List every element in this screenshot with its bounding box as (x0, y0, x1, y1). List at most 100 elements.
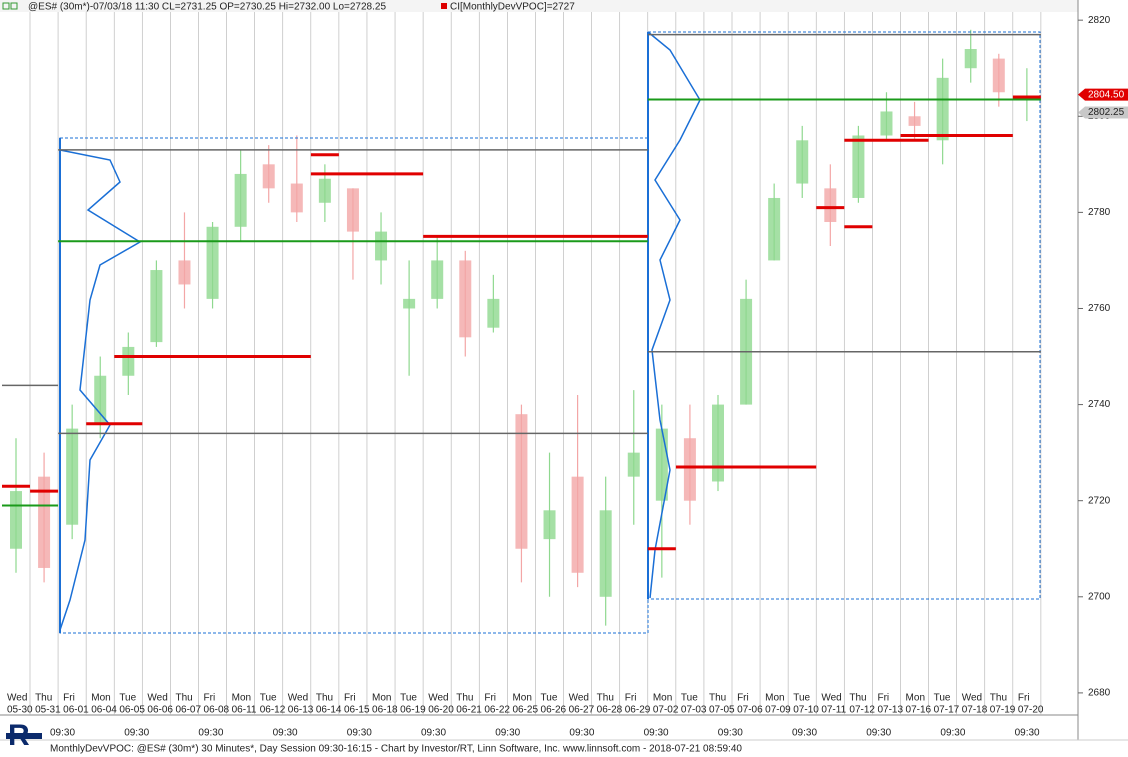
candle-body (234, 173, 247, 227)
day-label: Mon (91, 693, 110, 704)
price-tag (1078, 88, 1128, 101)
day-label: Fri (625, 693, 637, 704)
date-label: 06-07 (175, 705, 201, 716)
date-label: 06-21 (456, 705, 482, 716)
day-label: Thu (35, 693, 52, 704)
day-label: Wed (962, 693, 982, 704)
day-label: Tue (934, 693, 951, 704)
candle-body (936, 77, 949, 141)
candle-body (627, 452, 640, 477)
day-label: Mon (512, 693, 531, 704)
time-label: 09:30 (347, 728, 372, 739)
date-label: 06-25 (512, 705, 538, 716)
icon (2, 2, 10, 10)
icon (441, 3, 447, 9)
candle-body (290, 183, 303, 213)
day-label: Thu (990, 693, 1007, 704)
date-label: 06-20 (428, 705, 454, 716)
price-tag-label: 2802.25 (1088, 107, 1125, 118)
icon (10, 2, 18, 10)
time-label: 09:30 (124, 728, 149, 739)
candle-body (10, 491, 22, 549)
day-label: Fri (484, 693, 496, 704)
day-label: Thu (709, 693, 726, 704)
time-label: 09:30 (866, 728, 891, 739)
candle-body (964, 49, 977, 69)
date-label: 06-18 (372, 705, 398, 716)
day-label: Tue (260, 693, 277, 704)
candle-body (852, 135, 865, 198)
date-label: 06-26 (541, 705, 567, 716)
date-label: 05-30 (7, 705, 33, 716)
day-label: Thu (597, 693, 614, 704)
day-label: Thu (175, 693, 192, 704)
candle-body (487, 298, 500, 328)
date-label: 07-12 (849, 705, 875, 716)
date-label: 06-15 (344, 705, 370, 716)
y-tick-label: 2760 (1088, 303, 1111, 314)
day-label: Wed (428, 693, 448, 704)
candle-body (768, 197, 781, 261)
range-box (647, 31, 1041, 600)
date-label: 06-13 (288, 705, 314, 716)
time-label: 09:30 (50, 728, 75, 739)
candle-body (375, 231, 388, 261)
header-symbol: @ES# (30m*)-07/03/18 11:30 CL=2731.25 OP… (28, 2, 386, 13)
day-label: Tue (119, 693, 136, 704)
day-label: Fri (737, 693, 749, 704)
y-tick-label: 2820 (1088, 15, 1111, 26)
day-label: Thu (456, 693, 473, 704)
date-label: 05-31 (35, 705, 61, 716)
day-label: Thu (316, 693, 333, 704)
date-label: 06-04 (91, 705, 117, 716)
time-label: 09:30 (644, 728, 669, 739)
day-label: Tue (541, 693, 558, 704)
candle-body (712, 404, 724, 482)
day-label: Fri (204, 693, 216, 704)
day-label: Fri (1018, 693, 1030, 704)
date-label: 07-03 (681, 705, 707, 716)
header-indicator: CI[MonthlyDevVPOC]=2727 (450, 2, 575, 13)
day-label: Mon (906, 693, 925, 704)
day-label: Mon (372, 693, 391, 704)
time-label: 09:30 (718, 728, 743, 739)
header-bar (0, 0, 1078, 12)
date-label: 06-11 (232, 705, 257, 716)
date-label: 06-05 (119, 705, 145, 716)
date-label: 07-19 (990, 705, 1016, 716)
date-label: 06-08 (204, 705, 230, 716)
time-label: 09:30 (569, 728, 594, 739)
date-label: 07-06 (737, 705, 763, 716)
candle-body (122, 346, 135, 376)
day-label: Thu (849, 693, 866, 704)
y-tick-label: 2700 (1088, 591, 1111, 602)
candle-body (66, 428, 79, 525)
candle-body (206, 226, 219, 299)
price-tag (1078, 106, 1128, 119)
date-label: 07-17 (934, 705, 960, 716)
day-label: Wed (821, 693, 841, 704)
candle-body (599, 510, 612, 597)
date-label: 06-28 (597, 705, 623, 716)
volume-profile (59, 149, 142, 631)
time-label: 09:30 (1015, 728, 1040, 739)
candle-body (262, 164, 275, 189)
time-label: 09:30 (792, 728, 817, 739)
logo-bar (6, 733, 42, 739)
candle-body (150, 270, 163, 343)
date-label: 07-05 (709, 705, 735, 716)
date-label: 06-01 (63, 705, 89, 716)
day-label: Fri (877, 693, 889, 704)
candle-body (346, 188, 359, 232)
candle-body (94, 375, 107, 424)
day-label: Tue (681, 693, 698, 704)
date-label: 07-16 (906, 705, 932, 716)
day-label: Tue (793, 693, 810, 704)
candle-body (992, 58, 1005, 93)
day-label: Mon (232, 693, 251, 704)
candle-body (515, 414, 528, 549)
day-label: Mon (653, 693, 672, 704)
date-label: 06-27 (569, 705, 595, 716)
day-label: Wed (569, 693, 589, 704)
